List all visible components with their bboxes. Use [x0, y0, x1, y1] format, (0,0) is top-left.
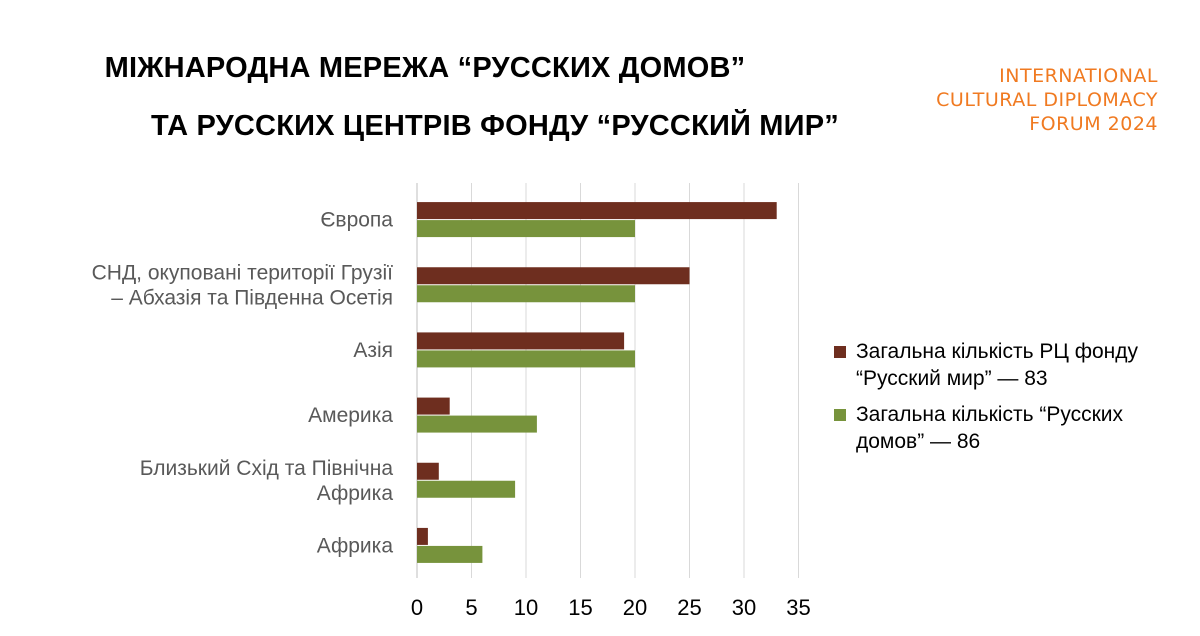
bar-series-1 — [417, 462, 439, 480]
bar-series-2 — [417, 350, 635, 368]
category-label: – Абхазія та Південна Осетія — [111, 286, 393, 309]
category-label: Близький Схід та Північна — [140, 457, 394, 480]
x-tick-label: 0 — [411, 595, 423, 620]
legend-swatch-1 — [834, 346, 846, 358]
legend-label-2: домов” — 86 — [856, 430, 980, 453]
bar-series-1 — [417, 527, 428, 545]
bar-series-1 — [417, 267, 690, 285]
legend-label-1: Загальна кількість РЦ фонду — [856, 340, 1139, 363]
x-tick-label: 5 — [465, 595, 477, 620]
chart-title-line-1: МІЖНАРОДНА МЕРЕЖА “РУССКИХ ДОМОВ” — [104, 52, 746, 84]
x-tick-label: 10 — [514, 595, 538, 620]
legend-label-1: “Русский мир” — 83 — [856, 367, 1048, 390]
bar-series-2 — [417, 220, 635, 238]
brand-line-3: FORUM 2024 — [1029, 113, 1158, 135]
x-tick-label: 30 — [732, 595, 756, 620]
bar-series-1 — [417, 332, 625, 350]
category-label: Європа — [320, 209, 393, 232]
legend-swatch-2 — [834, 409, 846, 421]
bar-series-1 — [417, 202, 777, 220]
brand-line-1: INTERNATIONAL — [999, 65, 1158, 87]
chart-title-line-2: ТА РУССКИХ ЦЕНТРІВ ФОНДУ “РУССКИЙ МИР” — [151, 110, 839, 142]
category-label: СНД, окуповані території Грузії — [92, 261, 394, 284]
bar-series-2 — [417, 415, 537, 433]
x-tick-label: 35 — [786, 595, 810, 620]
x-tick-label: 25 — [677, 595, 701, 620]
category-label: Африка — [317, 482, 394, 505]
category-label: Америка — [308, 404, 393, 427]
bar-series-2 — [417, 545, 483, 563]
bar-series-2 — [417, 480, 516, 498]
category-label: Азія — [353, 339, 393, 362]
bar-series-1 — [417, 397, 450, 415]
legend-label-2: Загальна кількість “Русских — [856, 403, 1124, 426]
x-tick-label: 20 — [623, 595, 647, 620]
category-label: Африка — [317, 534, 394, 557]
brand-line-2: CULTURAL DIPLOMACY — [936, 89, 1158, 111]
bar-series-2 — [417, 285, 635, 303]
x-tick-label: 15 — [568, 595, 592, 620]
